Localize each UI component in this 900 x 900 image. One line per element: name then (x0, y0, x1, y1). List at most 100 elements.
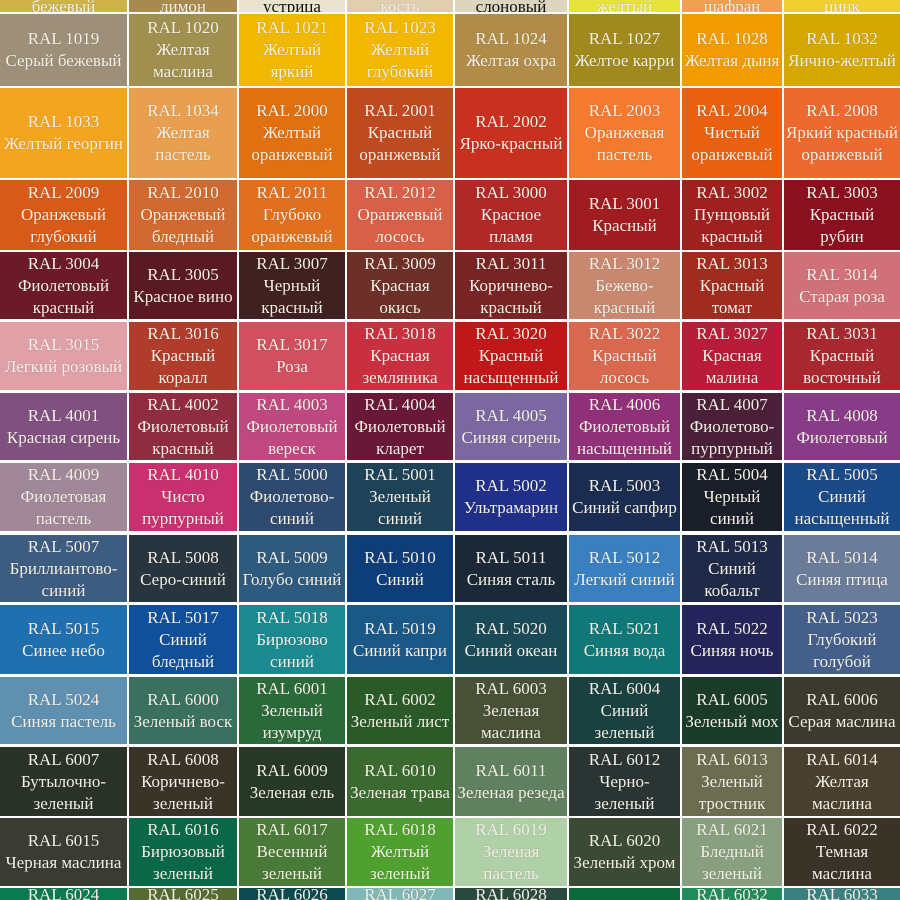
color-name: Синяя ночь (690, 640, 774, 660)
color-swatch: RAL 3020 Красный насыщенный (455, 322, 567, 390)
ral-code: RAL 6019 (475, 820, 547, 839)
color-swatch: RAL 1027 Желтое карри (569, 14, 680, 86)
ral-code: RAL 5004 (696, 465, 768, 484)
color-name: Весенний зеленый (256, 842, 328, 883)
color-name: Фиолетовый вереск (246, 416, 338, 458)
color-swatch: RAL 6020 Зеленый хром (569, 818, 680, 886)
color-row: RAL 5015 Синее небо RAL 5017 Синий бледный R… (0, 605, 900, 674)
color-name: Желтый яркий (262, 40, 322, 81)
ral-code: RAL 6017 (256, 820, 328, 839)
color-swatch: RAL 5024 Синяя пастель (0, 677, 127, 744)
ral-code: RAL 4004 (364, 394, 436, 414)
color-name: Синий зеленый (594, 700, 655, 742)
color-name: Зеленая резеда (457, 782, 565, 802)
color-swatch: RAL 6002 Зеленый лист (347, 677, 453, 744)
color-swatch: RAL 5012 Легкий синий (569, 535, 680, 602)
color-swatch: RAL 1024 Желтая охра (455, 14, 567, 86)
color-swatch: RAL 6005 Зеленый мох (682, 677, 782, 744)
ral-code: RAL 6025 (147, 888, 219, 900)
color-name: Красный (592, 216, 657, 235)
color-swatch: RAL 5003 Синий сапфир (569, 463, 680, 531)
ral-code: RAL 5018 (256, 607, 328, 627)
color-row: RAL 5024 Синяя пастель RAL 6000 Зеленый вос… (0, 677, 900, 744)
ral-code: RAL 5000 (256, 465, 328, 484)
color-swatch: RAL 2008 Яркий красный оранжевый (784, 88, 900, 178)
color-swatch: слоновый (455, 0, 567, 12)
color-swatch: RAL 6032 (682, 888, 782, 900)
color-name: Зеленый изумруд (261, 700, 323, 742)
ral-code: RAL 2001 (364, 101, 436, 120)
ral-code: RAL 3000 (475, 183, 547, 202)
color-swatch: RAL 5020 Синий океан (455, 605, 567, 674)
ral-code: RAL 1019 (27, 29, 100, 48)
color-name: Фиолетовый насыщенный (577, 416, 672, 458)
color-name: Бриллиантово-синий (9, 558, 118, 600)
color-row-partial-bottom: RAL 6024 RAL 6025 RAL 6026 RAL 6027 RAL 6028… (0, 888, 900, 900)
color-swatch (569, 888, 680, 900)
ral-code: RAL 3017 (256, 335, 328, 354)
color-swatch: RAL 3003 Красный рубин (784, 180, 900, 250)
ral-code: RAL 2004 (696, 101, 768, 120)
color-row: RAL 1033 Желтый георгин RAL 1034 Желтая пас… (0, 88, 900, 178)
color-name: Зеленый мох (685, 711, 779, 731)
color-name: Яично-желтый (788, 51, 896, 70)
color-name: Фиолетовый кларет (354, 416, 446, 458)
color-name: Пунцовый красный (693, 205, 771, 246)
color-name: Желтый георгин (3, 134, 124, 153)
color-swatch: RAL 6027 (347, 888, 453, 900)
color-swatch: RAL 3027 Красная малина (682, 322, 782, 390)
color-name: Фиолетовый красный (17, 275, 110, 317)
color-swatch: RAL 6014 Желтая маслина (784, 747, 900, 816)
color-name: кость (380, 0, 420, 12)
color-swatch: RAL 6003 Зеленая маслина (455, 677, 567, 744)
color-swatch: RAL 6028 (455, 888, 567, 900)
ral-code: RAL 4008 (806, 405, 878, 425)
ral-code: RAL 5022 (696, 618, 768, 638)
color-swatch: RAL 5011 Синяя сталь (455, 535, 567, 602)
color-name: Яркий красный оранжевый (786, 123, 899, 164)
color-swatch: RAL 5007 Бриллиантово-синий (0, 535, 127, 602)
color-swatch: RAL 5004 Черный синий (682, 463, 782, 531)
color-swatch: RAL 2010 Оранжевый бледный (129, 180, 237, 250)
ral-code: RAL 1028 (696, 29, 768, 48)
color-swatch: RAL 6013 Зеленый тростник (682, 747, 782, 816)
color-swatch: RAL 4005 Синяя сирень (455, 393, 567, 460)
color-name: Оранжевый бледный (140, 205, 226, 246)
ral-code: RAL 5014 (806, 547, 878, 567)
color-swatch: RAL 6017 Весенний зеленый (239, 818, 345, 886)
color-swatch: RAL 4001 Красная сирень (0, 393, 127, 460)
color-name: Фиолетово-пурпурный (689, 416, 775, 458)
color-name: Легкий розовый (4, 357, 123, 376)
color-swatch: RAL 6011 Зеленая резеда (455, 747, 567, 816)
color-swatch: RAL 5015 Синее небо (0, 605, 127, 674)
color-swatch: RAL 3011 Коричнево-красный (455, 252, 567, 319)
color-name: Синий (376, 569, 424, 589)
color-swatch: RAL 4006 Фиолетовый насыщенный (569, 393, 680, 460)
color-swatch: RAL 3000 Красное пламя (455, 180, 567, 250)
color-name: Красный восточный (803, 346, 881, 387)
ral-code: RAL 3016 (147, 324, 219, 343)
color-name: устрица (263, 0, 321, 12)
color-row: RAL 3015 Легкий розовый RAL 3016 Красный ко… (0, 322, 900, 390)
color-swatch: RAL 5002 Ультрамарин (455, 463, 567, 531)
ral-code: RAL 6014 (806, 749, 878, 769)
ral-code: RAL 5012 (588, 547, 661, 567)
color-swatch: устрица (239, 0, 345, 12)
ral-code: RAL 6024 (27, 888, 100, 900)
ral-code: RAL 5015 (27, 618, 100, 638)
ral-code: RAL 1032 (806, 29, 878, 48)
color-swatch: RAL 6012 Черно-зеленый (569, 747, 680, 816)
color-swatch: кость (347, 0, 453, 12)
ral-code: RAL 3001 (588, 194, 661, 213)
color-name: Синий капри (353, 640, 447, 660)
color-name: Синий океан (464, 640, 558, 660)
color-name: Красная малина (702, 346, 762, 387)
ral-code: RAL 5023 (806, 607, 878, 627)
color-swatch: RAL 1034 Желтая пастель (129, 88, 237, 178)
ral-code: RAL 6000 (147, 689, 219, 709)
color-name: Бирюзовый зеленый (141, 842, 225, 883)
color-swatch: RAL 6001 Зеленый изумруд (239, 677, 345, 744)
ral-code: RAL 6028 (475, 888, 547, 900)
color-swatch: RAL 2004 Чистый оранжевый (682, 88, 782, 178)
color-swatch: RAL 4002 Фиолетовый красный (129, 393, 237, 460)
